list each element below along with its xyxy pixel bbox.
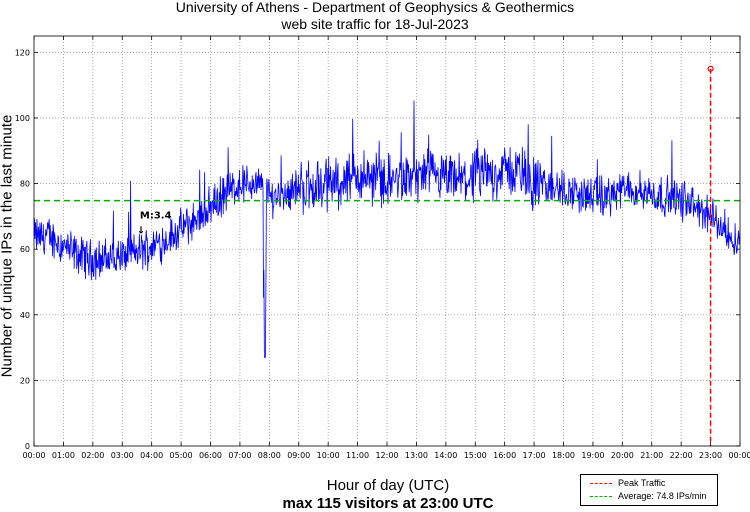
x-tick-label: 08:00 [258,451,281,460]
x-tick-label: 06:00 [199,451,222,460]
annotation-label: M:3.4 [140,211,172,222]
peak-marker [707,65,714,72]
x-tick-label: 20:00 [611,451,634,460]
x-tick-label: 14:00 [434,451,457,460]
chart-title: University of Athens - Department of Geo… [175,0,575,15]
legend-item-peak: Peak Traffic [581,478,717,490]
plot-frame [33,35,741,447]
x-tick-label: 04:00 [140,451,163,460]
legend: Peak Traffic Average: 74.8 IPs/min [580,474,718,506]
x-tick-label: 03:00 [111,451,134,460]
x-tick-label: 16:00 [493,451,516,460]
x-tick-label: 07:00 [228,451,251,460]
x-tick-label: 15:00 [464,451,487,460]
y-tick-label: 40 [20,311,30,320]
legend-label-average: Average: 74.8 IPs/min [618,491,707,501]
legend-swatch-peak [590,483,612,484]
x-tick-label: 22:00 [670,451,693,460]
x-tick-label: 11:00 [346,451,369,460]
x-tick-label: 17:00 [523,451,546,460]
annotation-arrow: ↓ [137,226,145,237]
x-tick-label: 13:00 [405,451,428,460]
x-tick-label: 00:00 [728,451,750,460]
x-tick-label: 02:00 [81,451,104,460]
x-axis-label: Hour of day (UTC) [326,477,450,494]
traffic-series-line [33,100,741,358]
peak-summary: max 115 visitors at 23:00 UTC [282,495,494,512]
x-tick-label: 12:00 [375,451,398,460]
legend-label-peak: Peak Traffic [618,478,666,488]
x-tick-label: 18:00 [552,451,575,460]
y-tick-label: 60 [20,245,30,254]
legend-swatch-average [590,496,612,497]
y-tick-label: 0 [25,442,30,451]
x-tick-label: 09:00 [287,451,310,460]
x-tick-label: 05:00 [170,451,193,460]
x-tick-label: 23:00 [699,451,722,460]
chart-subtitle-line: web site traffic for 18-Jul-2023 [281,16,469,32]
y-tick-label: 100 [15,114,30,123]
y-tick-label: 20 [20,376,30,385]
x-tick-label: 00:00 [22,451,45,460]
x-tick-label: 01:00 [52,451,75,460]
x-tick-label: 19:00 [581,451,604,460]
legend-item-average: Average: 74.8 IPs/min [581,491,717,503]
y-tick-label: 120 [15,48,30,57]
x-tick-label: 10:00 [317,451,340,460]
x-tick-label: 21:00 [640,451,663,460]
y-tick-label: 80 [20,180,30,189]
